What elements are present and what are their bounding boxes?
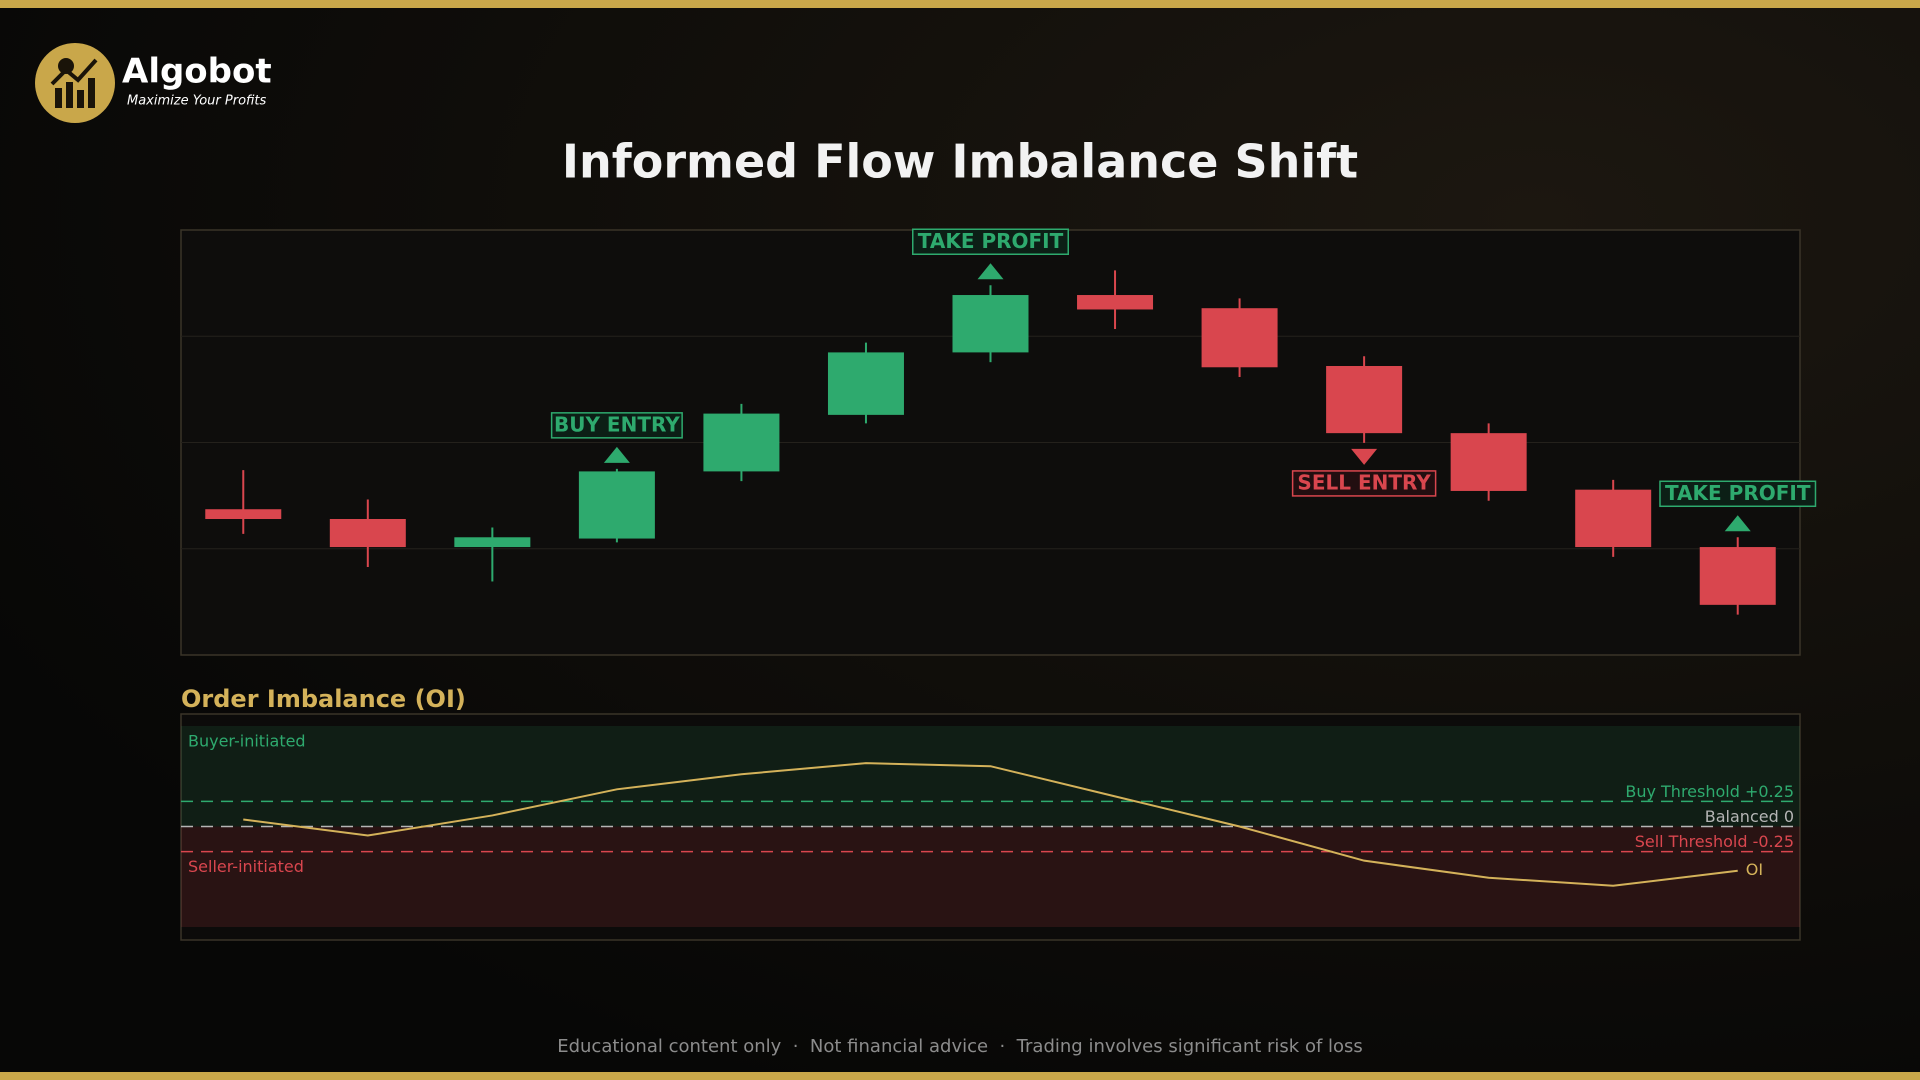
brand: Algobot — [122, 52, 272, 92]
bottom-bar — [0, 1072, 1920, 1080]
candle-body — [329, 519, 406, 548]
zone-buyer — [181, 726, 1800, 827]
reference-label: Balanced 0 — [1705, 807, 1794, 826]
candle-body — [1699, 547, 1776, 605]
signal-arrow — [603, 446, 630, 463]
tagline: Maximize Your Profits — [127, 94, 267, 109]
candle-body — [1450, 433, 1527, 491]
signal-label: SELL ENTRY — [1297, 470, 1431, 494]
signal-label: TAKE PROFIT — [918, 229, 1064, 253]
panel-title: Order Imbalance (OI) — [181, 685, 466, 713]
signal-box — [550, 412, 683, 439]
signal-label: TAKE PROFIT — [1665, 481, 1811, 505]
signal-box — [1291, 470, 1437, 497]
candle-body — [1201, 308, 1278, 368]
top-bar — [0, 0, 1920, 8]
series-line — [243, 762, 1738, 887]
zone-label: Buyer-initiated — [188, 732, 306, 751]
candle-body — [1575, 489, 1652, 548]
zone-label: Seller-initiated — [188, 857, 304, 876]
candle-body — [1077, 295, 1154, 310]
reference-label: Sell Threshold -0.25 — [1635, 832, 1794, 851]
series-label: OI — [1746, 860, 1763, 879]
candle-body — [1326, 366, 1403, 434]
signal-arrow — [977, 263, 1004, 280]
reference-label: Buy Threshold +0.25 — [1625, 782, 1794, 801]
footer: Educational content only · Not financial… — [557, 1036, 1363, 1057]
candle-body — [578, 471, 655, 539]
signal-label: BUY ENTRY — [554, 412, 680, 436]
candle-body — [205, 509, 282, 519]
candle-body — [703, 413, 780, 472]
candle-body — [827, 352, 904, 415]
signal-arrow — [1351, 448, 1378, 465]
signal-box — [912, 228, 1069, 255]
chart-title: Informed Flow Imbalance Shift — [562, 135, 1358, 189]
logo — [35, 43, 115, 123]
candle-body — [952, 295, 1029, 353]
signal-box — [1659, 480, 1817, 508]
signal-arrow — [1724, 515, 1751, 532]
zone-seller — [181, 826, 1800, 927]
candle-body — [454, 537, 531, 548]
